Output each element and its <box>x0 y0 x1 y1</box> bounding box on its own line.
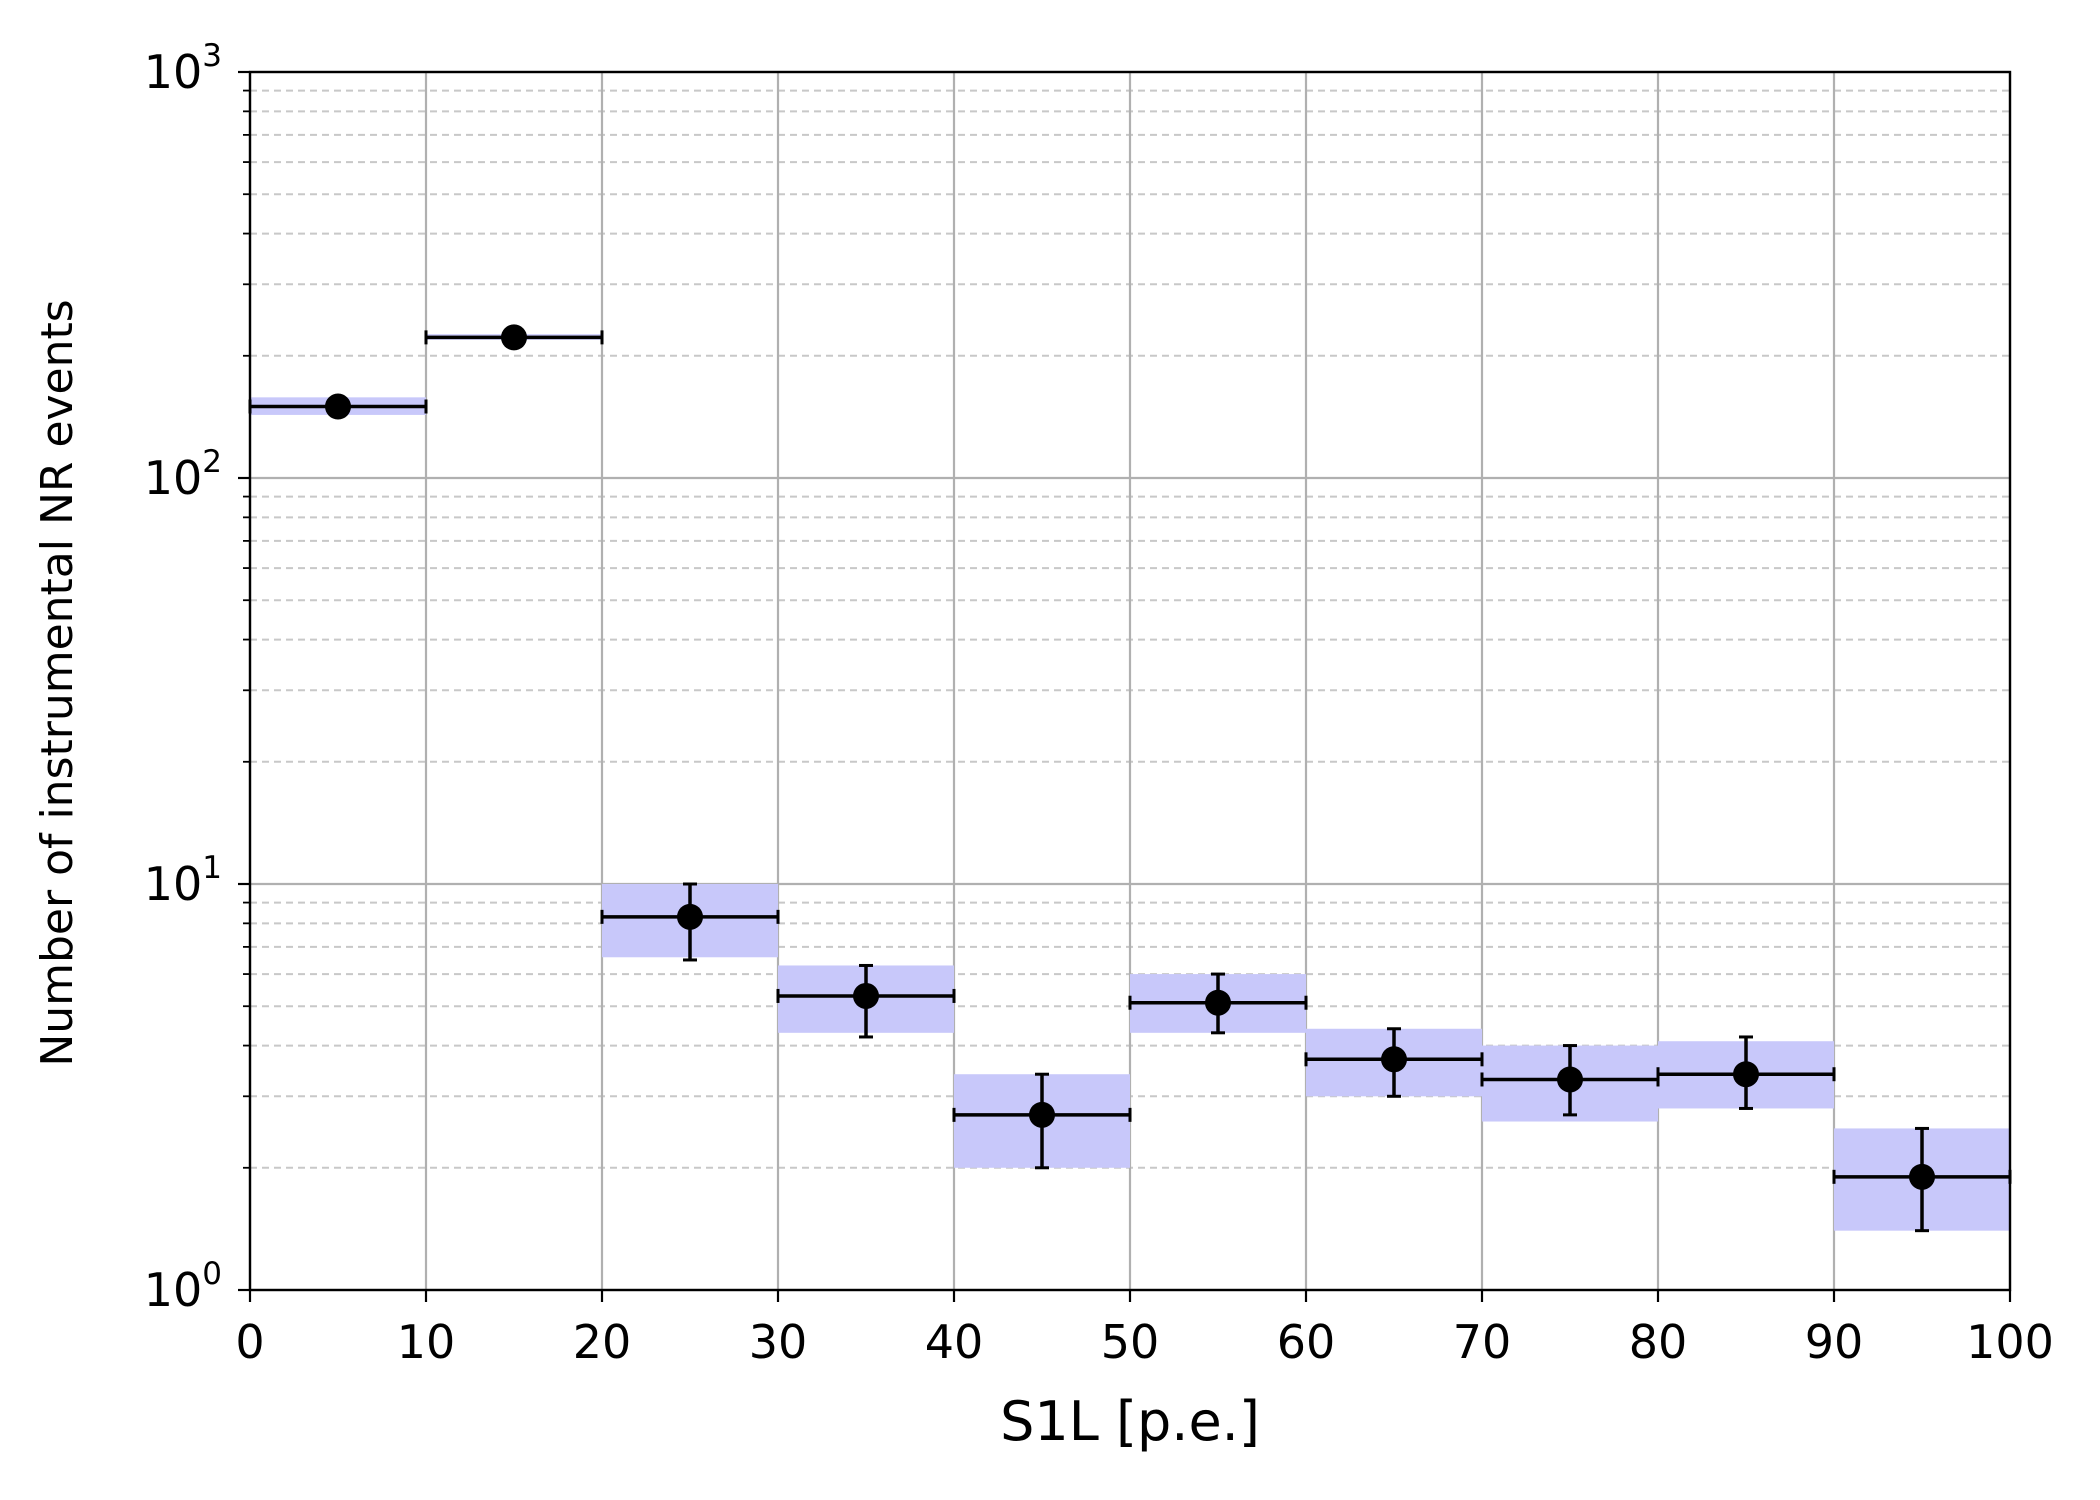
y-tick-label: 100 <box>144 1256 222 1317</box>
data-point <box>853 982 879 1009</box>
x-tick-label: 60 <box>1277 1315 1336 1369</box>
x-tick-label: 80 <box>1629 1315 1688 1369</box>
data-point <box>501 324 527 351</box>
x-tick-label: 10 <box>397 1315 456 1369</box>
axis-ticks <box>238 70 2012 1302</box>
tick-labels: 100 101 102 103 0 10 20 30 40 50 60 70 80 90 100 <box>144 38 2054 1369</box>
x-tick-label: 50 <box>1101 1315 1160 1369</box>
data-point <box>1205 989 1231 1016</box>
y-tick-label: 103 <box>144 38 222 99</box>
y-axis-label: Number of instrumental NR events <box>32 299 83 1066</box>
data-point <box>677 903 703 930</box>
data-point <box>325 393 351 420</box>
y-tick-label: 102 <box>144 444 222 505</box>
x-tick-label: 90 <box>1805 1315 1864 1369</box>
x-tick-label: 40 <box>925 1315 984 1369</box>
x-axis-label: S1L [p.e.] <box>1000 1390 1260 1453</box>
x-tick-label: 30 <box>749 1315 808 1369</box>
data-point <box>1381 1046 1407 1073</box>
x-tick-label: 100 <box>1966 1315 2054 1369</box>
data-point <box>1557 1066 1583 1093</box>
x-tick-label: 70 <box>1453 1315 1512 1369</box>
x-tick-label: 0 <box>235 1315 264 1369</box>
data-point <box>1029 1101 1055 1128</box>
data-point <box>1909 1163 1935 1190</box>
data-points <box>248 324 2012 1233</box>
data-point <box>1733 1061 1759 1088</box>
y-tick-label: 101 <box>144 850 222 911</box>
x-tick-label: 20 <box>573 1315 632 1369</box>
